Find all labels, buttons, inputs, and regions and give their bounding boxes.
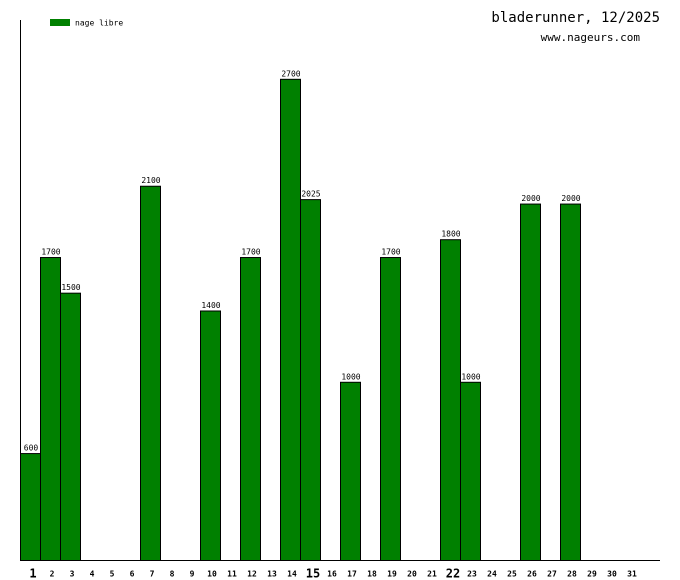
x-tick-label: 19 xyxy=(387,570,397,579)
chart-subtitle: www.nageurs.com xyxy=(541,31,641,44)
x-tick-label: 4 xyxy=(90,570,95,579)
x-tick-label: 1 xyxy=(29,567,36,580)
x-tick-label: 2 xyxy=(50,570,55,579)
bar xyxy=(200,310,221,561)
bar xyxy=(140,185,161,561)
x-tick-label: 27 xyxy=(547,570,557,579)
x-tick-label: 11 xyxy=(227,570,237,579)
x-tick-label: 20 xyxy=(407,570,417,579)
x-tick-label: 24 xyxy=(487,570,497,579)
x-tick-label: 22 xyxy=(446,567,460,580)
x-tick-label: 14 xyxy=(287,570,297,579)
bar xyxy=(520,203,541,561)
x-tick-label: 25 xyxy=(507,570,517,579)
bar xyxy=(460,381,481,561)
data-label: 1700 xyxy=(41,248,60,257)
x-tick-label: 28 xyxy=(567,570,577,579)
x-tick-label: 29 xyxy=(587,570,597,579)
x-tick-label: 26 xyxy=(527,570,537,579)
data-label: 2000 xyxy=(561,194,580,203)
data-label: 2100 xyxy=(141,176,160,185)
x-tick-label: 9 xyxy=(190,570,195,579)
x-tick-label: 3 xyxy=(70,570,75,579)
data-label: 1700 xyxy=(381,248,400,257)
bar xyxy=(560,203,581,561)
x-tick-label: 31 xyxy=(627,570,637,579)
x-tick-label: 5 xyxy=(110,570,115,579)
x-tick-label: 6 xyxy=(130,570,135,579)
x-tick-label: 12 xyxy=(247,570,257,579)
x-tick-label: 16 xyxy=(327,570,337,579)
bar xyxy=(280,78,301,561)
x-tick-label: 30 xyxy=(607,570,617,579)
data-label: 2000 xyxy=(521,194,540,203)
bar xyxy=(240,257,261,561)
bar xyxy=(20,453,41,561)
bar xyxy=(40,257,61,561)
x-tick-label: 17 xyxy=(347,570,357,579)
data-label: 1400 xyxy=(201,301,220,310)
bar xyxy=(380,257,401,561)
data-label: 1500 xyxy=(61,283,80,292)
data-label: 2025 xyxy=(301,190,320,199)
data-label: 1000 xyxy=(341,372,360,381)
data-label: 1800 xyxy=(441,230,460,239)
bar xyxy=(300,199,321,561)
data-label: 2700 xyxy=(281,69,300,78)
x-tick-label: 15 xyxy=(306,567,320,580)
x-tick-label: 7 xyxy=(150,570,155,579)
data-label: 600 xyxy=(24,444,39,453)
bar xyxy=(60,292,81,561)
x-tick-label: 23 xyxy=(467,570,477,579)
bar xyxy=(340,381,361,561)
chart-title: bladerunner, 12/2025 xyxy=(491,10,660,26)
x-tick-label: 21 xyxy=(427,570,437,579)
legend-swatch xyxy=(50,19,70,26)
x-tick-label: 10 xyxy=(207,570,217,579)
x-tick-label: 8 xyxy=(170,570,175,579)
legend-label: nage libre xyxy=(75,19,123,28)
bar xyxy=(440,239,461,561)
x-tick-label: 18 xyxy=(367,570,377,579)
data-label: 1000 xyxy=(461,372,480,381)
data-label: 1700 xyxy=(241,248,260,257)
x-tick-label: 13 xyxy=(267,570,277,579)
